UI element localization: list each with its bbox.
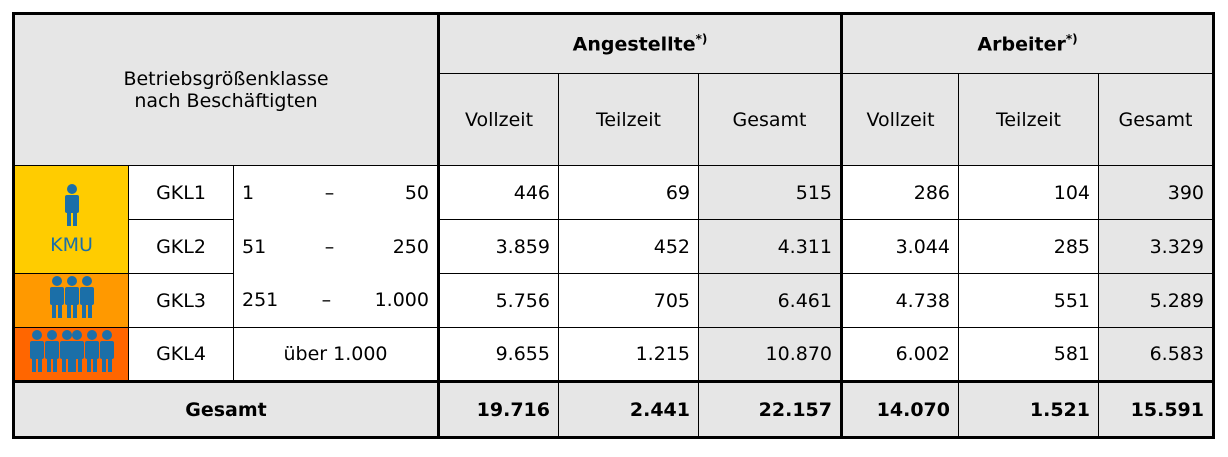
sme-label: KMU (50, 234, 93, 256)
group-header: Arbeiter*) (840, 13, 1214, 74)
group-note: *) (1065, 32, 1078, 47)
people-icon (49, 276, 94, 318)
range-part: 50 (404, 181, 429, 204)
value-cell: 286 (840, 165, 959, 220)
value-cell: 551 (958, 273, 1099, 328)
data-row: GKL3 251 – 1.000 5.756 705 6.461 4.738 551 5.289 (13, 273, 1214, 328)
range-wrap: 51 – 250 (242, 236, 429, 258)
size-icon-cell (13, 327, 129, 382)
value-cell: 285 (958, 219, 1099, 274)
range-part: 1.000 (374, 289, 429, 312)
size-range: 1 – 50 (233, 165, 439, 220)
subheader: Vollzeit (437, 73, 559, 166)
total-value: 2.441 (558, 380, 699, 438)
range-wrap: 251 – 1.000 (242, 289, 429, 311)
group-header: Angestellte*) (437, 13, 842, 74)
size-range: 51 – 250 (233, 219, 439, 274)
value-cell: 446 (437, 165, 559, 220)
total-value: 22.157 (698, 380, 842, 438)
size-class: GKL3 (128, 273, 234, 328)
data-row: GKL2 51 – 250 3.859 452 4.311 3.044 285 3.329 (14, 219, 1214, 274)
value-cell: 452 (558, 219, 699, 274)
size-range: über 1.000 (233, 327, 439, 382)
value-cell: 3.859 (437, 219, 559, 274)
total-label: Gesamt (13, 380, 439, 438)
total-value: 15.591 (1098, 380, 1214, 438)
range-part: 1 (242, 181, 255, 204)
range-wrap: 1 – 50 (242, 182, 429, 204)
value-cell: 390 (1098, 165, 1214, 220)
value-cell: 69 (558, 165, 699, 220)
size-range: 251 – 1.000 (233, 273, 439, 328)
range-part: 51 (242, 235, 267, 258)
value-cell: 581 (958, 327, 1099, 382)
data-table: Betriebsgrößenklasse nach Beschäftigten An… (12, 12, 1215, 439)
value-cell: 3.329 (1098, 219, 1214, 274)
range-part: – (321, 289, 332, 312)
header-row: Betriebsgrößenklasse nach Beschäftigten An… (13, 13, 1214, 166)
corner-cell: Betriebsgrößenklasse nach Beschäftigten (13, 13, 439, 166)
total-value: 19.716 (437, 380, 559, 438)
corner-line: nach Beschäftigten (134, 90, 318, 112)
subheader: Vollzeit (840, 73, 959, 166)
value-cell: 10.870 (698, 327, 842, 382)
size-class: GKL2 (128, 219, 234, 274)
corner-line: Betriebsgrößenklasse (123, 68, 329, 90)
total-value: 1.521 (958, 380, 1099, 438)
group-name: Arbeiter (977, 33, 1066, 56)
value-cell: 5.289 (1098, 273, 1214, 328)
value-cell: 9.655 (437, 327, 559, 382)
subheader: Gesamt (1098, 73, 1214, 166)
data-row: GKL4 über 1.000 9.655 1.215 10.870 6.002 581 6.… (13, 327, 1214, 382)
value-cell: 515 (698, 165, 842, 220)
range-part: 250 (392, 235, 429, 258)
value-cell: 5.756 (437, 273, 559, 328)
subheader: Teilzeit (558, 73, 699, 166)
value-cell: 705 (558, 273, 699, 328)
people-icon (64, 184, 79, 226)
group-name: Angestellte (572, 33, 696, 56)
value-cell: 4.738 (840, 273, 959, 328)
range-part: über 1.000 (283, 343, 388, 365)
size-icon-cell (13, 273, 129, 328)
subheader: Teilzeit (958, 73, 1099, 166)
value-cell: 6.002 (840, 327, 959, 382)
value-cell: 3.044 (840, 219, 959, 274)
range-part: 251 (242, 289, 279, 312)
size-class: GKL1 (128, 165, 234, 220)
people-icon (29, 329, 114, 372)
total-row: Gesamt 19.716 2.441 22.157 14.070 1.521 15.591 (13, 380, 1214, 438)
value-cell: 6.583 (1098, 327, 1214, 382)
value-cell: 6.461 (698, 273, 842, 328)
value-cell: 4.311 (698, 219, 842, 274)
range-part: – (324, 181, 335, 204)
data-row: KMU GKL1 1 – 50 446 69 515 286 104 390 (13, 165, 1214, 274)
value-cell: 104 (958, 165, 1099, 220)
range-part: – (324, 235, 335, 258)
total-value: 14.070 (840, 380, 959, 438)
group-note: *) (695, 32, 708, 47)
size-class: GKL4 (128, 327, 234, 382)
sme-icon-cell: KMU (13, 165, 129, 274)
subheader: Gesamt (698, 73, 842, 166)
subheader-row: Vollzeit Teilzeit Gesamt Vollzeit Teilzeit Ge… (14, 73, 1214, 166)
value-cell: 1.215 (558, 327, 699, 382)
